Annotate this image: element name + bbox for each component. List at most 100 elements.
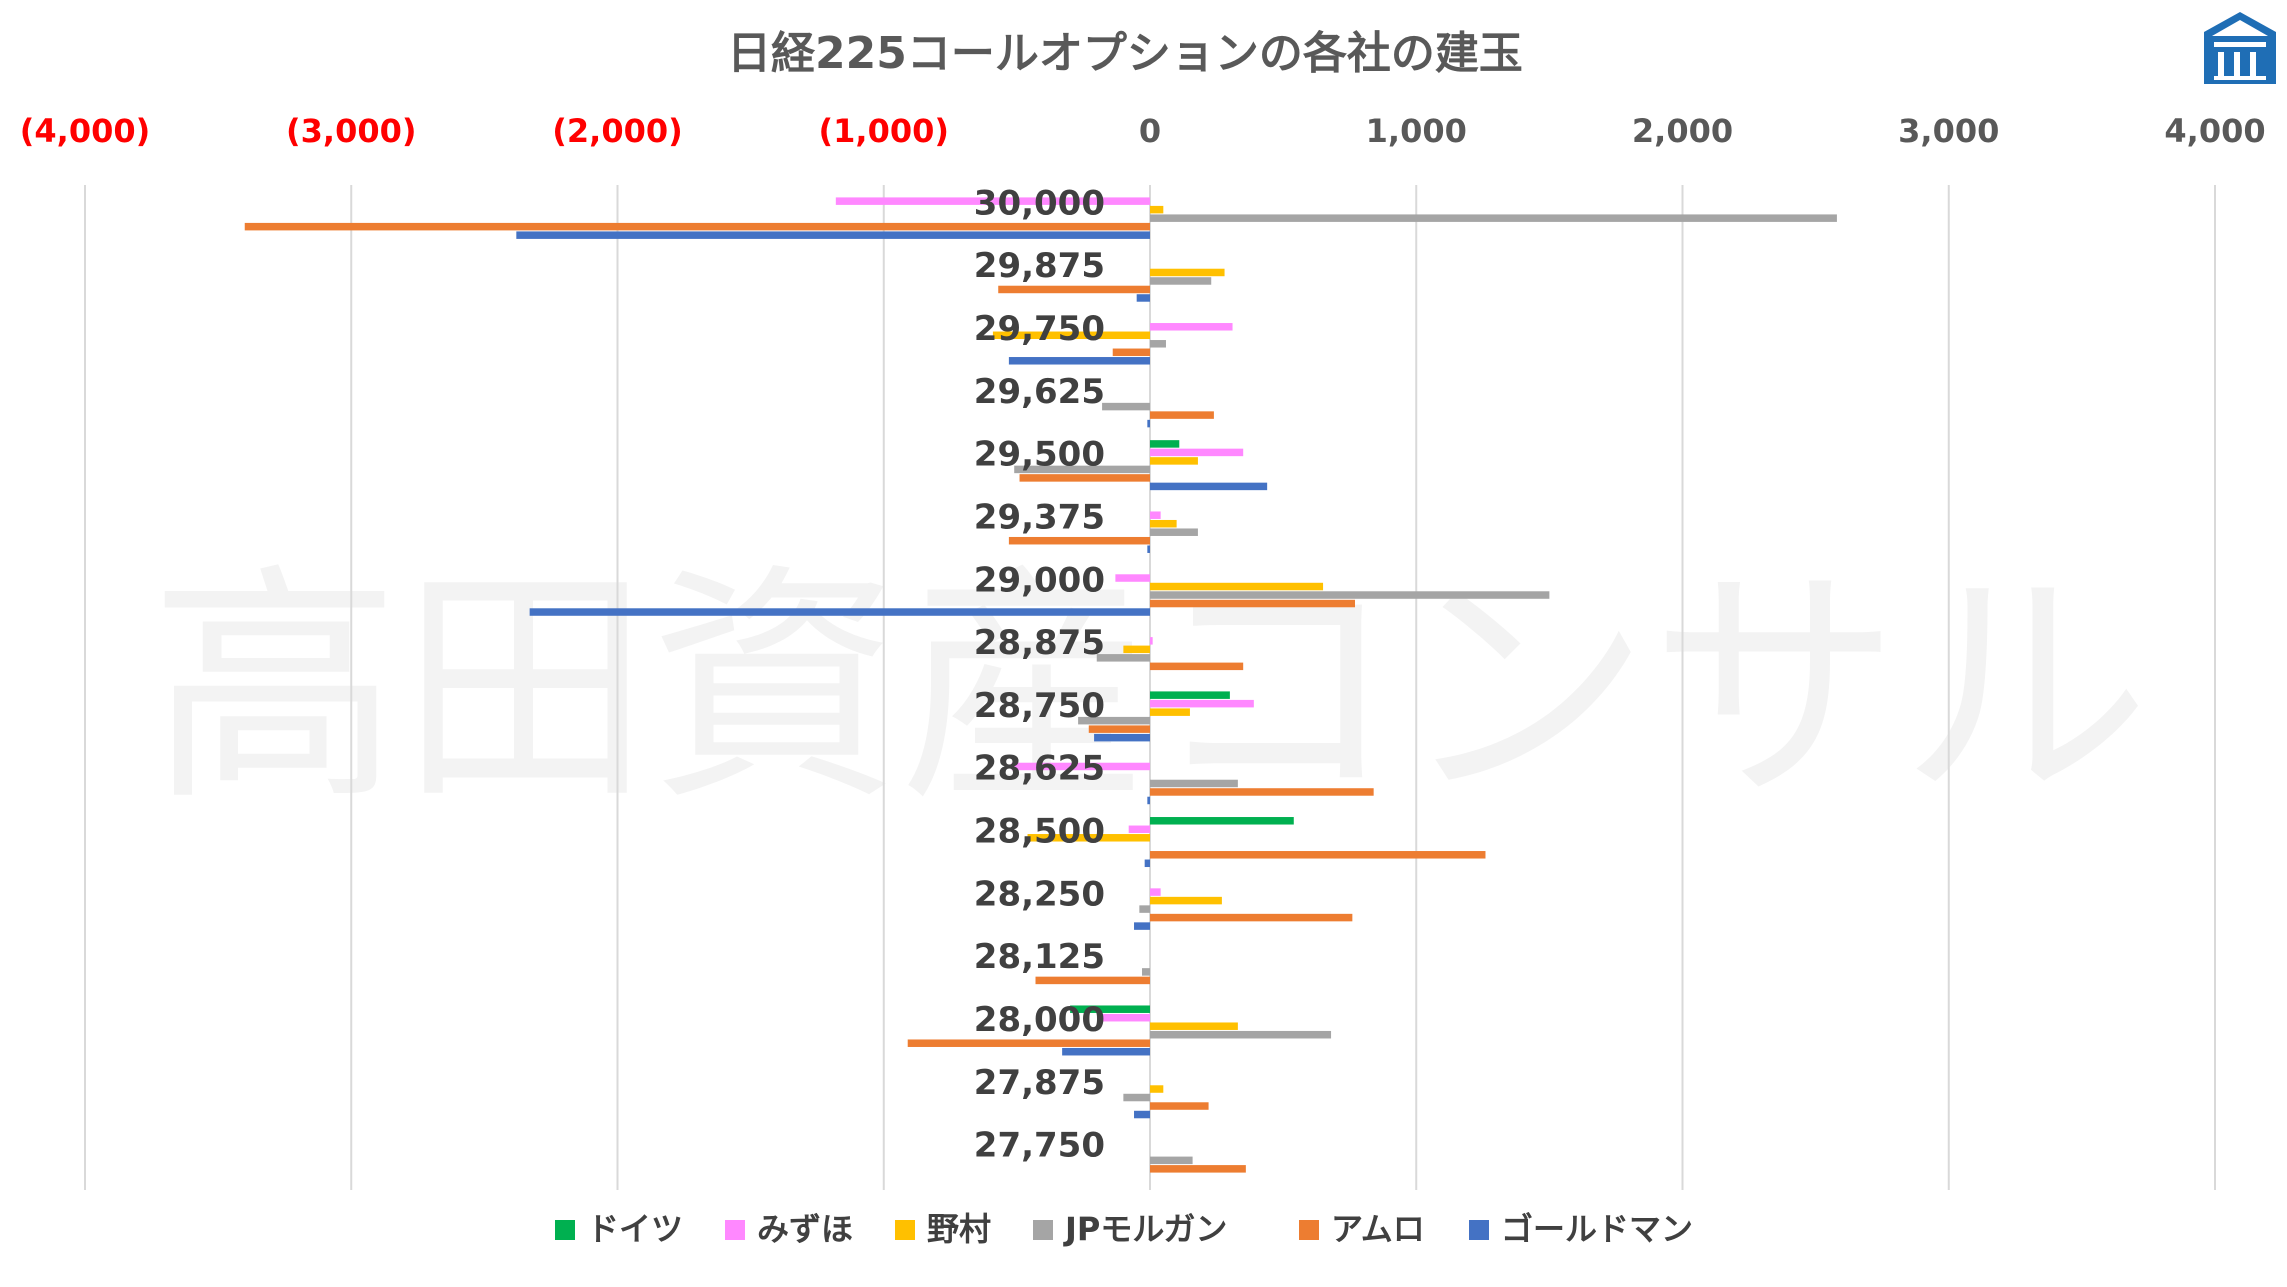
bar xyxy=(1115,574,1150,582)
bar xyxy=(1147,796,1150,805)
bar xyxy=(1150,205,1164,214)
legend-label: JPモルガン xyxy=(1063,1210,1227,1248)
bar xyxy=(1139,905,1150,913)
y-tick-label: 29,625 xyxy=(974,372,1105,412)
bar xyxy=(1150,448,1244,457)
legend-label: 野村 xyxy=(927,1210,991,1248)
x-tick-label: (3,000) xyxy=(286,112,416,150)
y-tick-label: 29,500 xyxy=(974,435,1105,475)
bar xyxy=(1150,691,1230,699)
bar xyxy=(1142,968,1150,976)
bar xyxy=(1150,440,1180,448)
bar xyxy=(1134,1110,1150,1119)
bar xyxy=(1150,699,1254,708)
bar xyxy=(1008,536,1150,545)
bar xyxy=(1150,528,1198,536)
bar xyxy=(1150,1085,1164,1093)
legend-swatch xyxy=(1033,1220,1053,1240)
legend-swatch xyxy=(725,1220,745,1240)
bar xyxy=(1150,779,1238,788)
x-tick-label: 4,000 xyxy=(2164,112,2265,150)
bar xyxy=(1144,859,1150,868)
bar xyxy=(1150,888,1161,896)
bar xyxy=(1147,545,1150,553)
bar xyxy=(1150,817,1294,825)
y-tick-label: 29,750 xyxy=(974,309,1105,349)
bar xyxy=(1150,1030,1332,1039)
bar xyxy=(1150,457,1198,465)
x-tick-label: 3,000 xyxy=(1898,112,1999,150)
bar xyxy=(1112,348,1150,357)
bar xyxy=(1150,411,1214,419)
bar xyxy=(835,197,1150,205)
legend-label: ドイツ xyxy=(587,1210,683,1248)
bar xyxy=(1147,419,1150,428)
bar xyxy=(1134,922,1150,930)
bar xyxy=(1099,1013,1150,1022)
bar xyxy=(1035,976,1150,985)
bar xyxy=(1014,465,1150,474)
bar xyxy=(1150,708,1190,716)
bar xyxy=(1150,1102,1209,1110)
legend-swatch xyxy=(1299,1220,1319,1240)
x-tick-label: (1,000) xyxy=(819,112,949,150)
bar xyxy=(529,608,1150,616)
x-tick-label: 2,000 xyxy=(1632,112,1733,150)
bar xyxy=(1150,591,1550,599)
legend-swatch xyxy=(1469,1220,1489,1240)
bar xyxy=(1150,277,1212,285)
bar xyxy=(1094,733,1150,742)
y-tick-label: 27,875 xyxy=(974,1063,1105,1103)
x-tick-label: (4,000) xyxy=(20,112,150,150)
legend-swatch xyxy=(555,1220,575,1240)
y-tick-label: 28,125 xyxy=(974,937,1105,977)
bar xyxy=(1150,637,1153,645)
bar xyxy=(1011,762,1150,771)
bar xyxy=(1150,1156,1193,1165)
bar xyxy=(1128,825,1150,834)
x-tick-label: 0 xyxy=(1139,112,1161,150)
bar xyxy=(1150,268,1225,277)
bar xyxy=(1150,323,1233,331)
bar xyxy=(1096,654,1150,662)
bar xyxy=(1123,645,1150,654)
bar xyxy=(1150,851,1486,859)
bar xyxy=(1008,357,1150,365)
bar xyxy=(244,222,1150,231)
bar xyxy=(1150,482,1268,491)
y-tick-label: 29,875 xyxy=(974,246,1105,286)
y-tick-label: 28,750 xyxy=(974,686,1105,726)
bar xyxy=(1150,582,1324,591)
bar xyxy=(1102,402,1150,411)
bar xyxy=(1150,519,1177,528)
x-tick-label: (2,000) xyxy=(552,112,682,150)
y-tick-label: 29,375 xyxy=(974,497,1105,537)
y-tick-label: 28,625 xyxy=(974,749,1105,789)
y-tick-label: 29,000 xyxy=(974,560,1105,600)
bar xyxy=(1136,294,1150,302)
legend-label: ゴールドマン xyxy=(1501,1210,1693,1248)
y-tick-label: 27,750 xyxy=(974,1126,1105,1166)
bar xyxy=(1150,1022,1238,1030)
bar xyxy=(998,285,1150,294)
y-tick-label: 30,000 xyxy=(974,183,1105,223)
bar xyxy=(1070,1005,1150,1013)
logo-icon xyxy=(2204,12,2276,84)
y-tick-label: 28,000 xyxy=(974,1000,1105,1040)
y-tick-label: 28,875 xyxy=(974,623,1105,663)
bar xyxy=(1150,662,1244,671)
bar xyxy=(1088,725,1150,733)
x-tick-label: 1,000 xyxy=(1366,112,1467,150)
bar xyxy=(516,231,1150,239)
y-tick-label: 28,250 xyxy=(974,874,1105,914)
chart-title: 日経225コールオプションの各社の建玉 xyxy=(727,28,1523,79)
bar xyxy=(1150,599,1356,608)
bar xyxy=(1150,1165,1246,1173)
bar xyxy=(1150,340,1166,348)
bar xyxy=(1123,1093,1150,1102)
bar xyxy=(1150,214,1837,222)
legend-label: みずほ xyxy=(757,1210,853,1248)
y-tick-label: 28,500 xyxy=(974,812,1105,852)
legend-label: アムロ xyxy=(1331,1210,1425,1248)
